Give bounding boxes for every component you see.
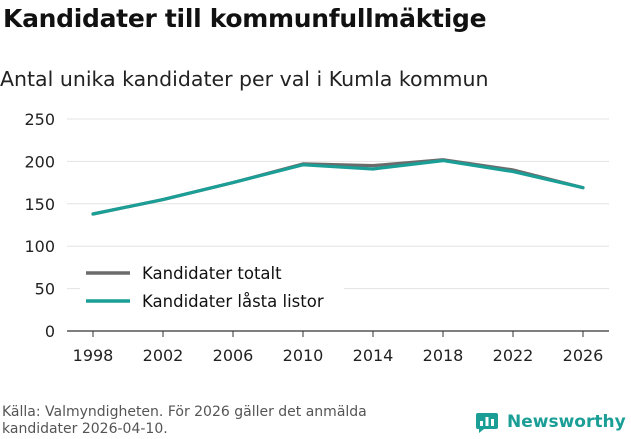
series-line-2 (91, 159, 585, 216)
x-tick-label: 2026 (563, 346, 604, 365)
chart-title: Kandidater till kommunfullmäktige (3, 4, 487, 33)
legend-label-2: Kandidater låsta listor (142, 292, 324, 311)
x-tick-label: 2014 (353, 346, 394, 365)
legend-label-1: Kandidater totalt (142, 264, 282, 283)
y-axis-ticks: 0 50 100 150 200 250 (24, 110, 55, 341)
series-lines (91, 158, 585, 216)
legend: Kandidater totalt Kandidater låsta listor (80, 259, 344, 317)
x-tick-label: 1998 (73, 346, 114, 365)
x-tick-label: 2002 (143, 346, 184, 365)
x-tick-label: 2022 (493, 346, 534, 365)
source-note: Källa: Valmyndigheten. För 2026 gäller d… (2, 404, 367, 437)
bar-chart-logo-icon (476, 413, 498, 433)
y-tick-label: 0 (45, 322, 55, 341)
y-tick-label: 250 (24, 110, 55, 129)
x-tick-label: 2006 (213, 346, 254, 365)
brand-name: Newsworthy (507, 412, 626, 432)
y-tick-label: 200 (24, 152, 55, 171)
brand: Newsworthy (475, 408, 626, 436)
y-tick-label: 50 (35, 280, 55, 299)
chart-subtitle: Antal unika kandidater per val i Kumla k… (0, 67, 489, 91)
x-axis-ticks: 1998 2002 2006 2010 2014 2018 2022 2026 (73, 331, 604, 365)
x-tick-label: 2010 (283, 346, 324, 365)
legend-background (80, 259, 344, 317)
y-tick-label: 150 (24, 195, 55, 214)
grid-lines (67, 118, 609, 332)
y-tick-label: 100 (24, 237, 55, 256)
x-tick-label: 2018 (423, 346, 464, 365)
line-chart: 0 50 100 150 200 250 1998 2002 2006 2010 2014 2018… (24, 110, 609, 365)
